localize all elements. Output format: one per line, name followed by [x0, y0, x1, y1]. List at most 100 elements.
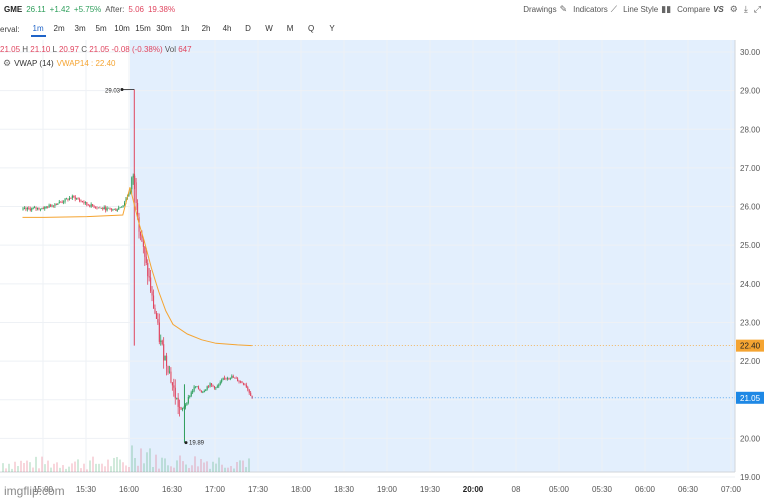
candle-body	[48, 204, 50, 208]
candle-body	[218, 384, 220, 387]
volume-bar	[215, 463, 217, 472]
candle-body	[103, 207, 105, 210]
candle-body	[240, 381, 242, 383]
interval-option-1m[interactable]: 1m	[28, 20, 49, 38]
interval-label: erval:	[0, 24, 20, 34]
candle-body	[164, 355, 166, 361]
candle-body	[42, 207, 44, 209]
line-style-button[interactable]: Line Style ▮▮	[623, 4, 671, 15]
volume-bar	[38, 468, 40, 472]
volume-bar	[155, 454, 157, 472]
settings-icon[interactable]: ⚙	[729, 3, 738, 14]
fullscreen-icon[interactable]: ⤢	[753, 3, 761, 14]
interval-option-q[interactable]: Q	[307, 24, 315, 33]
price-chart[interactable]: 19.0020.0021.0022.0023.0024.0025.0026.00…	[0, 40, 767, 500]
candle-body	[39, 208, 41, 210]
volume-bar	[71, 463, 73, 472]
interval-option-4h[interactable]: 4h	[222, 24, 232, 33]
candle-body	[196, 386, 198, 388]
candle-body	[34, 207, 36, 209]
ohlc-legend: 21.05 H 21.10 L 20.97 C 21.05 -0.08 (-0.…	[0, 45, 192, 54]
interval-option-10m[interactable]: 10m	[114, 24, 130, 33]
compare-button[interactable]: Compare VS	[677, 5, 724, 14]
volume-bar	[5, 468, 7, 472]
volume-bar	[173, 467, 175, 472]
candle-body	[206, 386, 208, 390]
candle-body	[180, 407, 182, 410]
candle-body	[32, 207, 34, 209]
ohlc-high: 21.10	[30, 45, 51, 54]
interval-option-2m[interactable]: 2m	[53, 24, 65, 33]
candle-body	[215, 387, 217, 389]
candle-body	[242, 382, 244, 385]
indicator-name: VWAP (14)	[14, 59, 54, 68]
interval-option-5m[interactable]: 5m	[95, 24, 107, 33]
candle-body	[155, 313, 157, 319]
x-tick-label: 17:00	[205, 485, 226, 494]
volume-bar	[125, 465, 127, 472]
indicators-button[interactable]: Indicators ⟋	[573, 4, 617, 15]
chart-toolbar: Drawings ✎ Indicators ⟋ Line Style ▮▮ Co…	[523, 0, 761, 18]
drawings-button[interactable]: Drawings ✎	[523, 4, 567, 15]
ohlc-vol: 647	[178, 45, 192, 54]
interval-option-d[interactable]: D	[245, 24, 251, 33]
y-tick-label: 24.00	[740, 280, 761, 289]
volume-bar	[203, 462, 205, 472]
x-tick-label: 17:30	[248, 485, 269, 494]
candle-body	[167, 365, 169, 373]
candle-body	[189, 395, 191, 398]
interval-option-3m[interactable]: 3m	[74, 24, 86, 33]
candle-body	[219, 381, 221, 385]
candle-body	[58, 201, 60, 204]
y-tick-label: 27.00	[740, 164, 761, 173]
candle-body	[112, 209, 114, 210]
candle-body	[26, 207, 28, 210]
interval-option-2h[interactable]: 2h	[201, 24, 211, 33]
candle-body	[151, 291, 153, 296]
download-icon[interactable]: ⤓	[743, 3, 748, 14]
candle-body	[110, 208, 113, 210]
x-tick-label: 19:00	[377, 485, 398, 494]
volume-bar	[167, 465, 169, 472]
candle-body	[225, 377, 227, 379]
indicator-legend: ⚙ VWAP (14) VWAP14 : 22.40	[3, 58, 116, 69]
candle-body	[150, 277, 152, 292]
interval-option-1h[interactable]: 1h	[180, 24, 190, 33]
interval-option-y[interactable]: Y	[329, 24, 335, 33]
volume-bar	[104, 466, 106, 472]
interval-option-30m[interactable]: 30m	[156, 24, 172, 33]
candle-body	[141, 235, 143, 242]
candle-body	[154, 308, 156, 314]
candle-body	[119, 207, 121, 209]
candle-body	[122, 205, 124, 207]
interval-option-w[interactable]: W	[265, 24, 273, 33]
volume-bar	[185, 464, 187, 472]
candle-body	[115, 208, 117, 211]
interval-option-m[interactable]: M	[286, 24, 294, 33]
candle-body	[128, 193, 130, 197]
compare-vs: VS	[713, 4, 724, 14]
candle-body	[170, 371, 172, 383]
vwap-line	[22, 187, 252, 347]
volume-bar	[227, 467, 229, 472]
candle-body	[71, 195, 73, 199]
ohlc-vol-label: Vol	[164, 45, 176, 54]
candle-body	[200, 390, 202, 393]
candle-body	[142, 241, 144, 247]
candle-body	[202, 392, 204, 393]
interval-option-15m[interactable]: 15m	[135, 24, 151, 33]
candle-body	[192, 390, 194, 393]
price-change-pct: +5.75%	[73, 4, 102, 14]
volume-bar	[86, 469, 88, 472]
indicator-value: VWAP14 : 22.40	[56, 59, 116, 68]
volume-bar	[80, 468, 82, 472]
indicator-settings-icon[interactable]: ⚙	[3, 58, 12, 68]
candle-body	[166, 355, 168, 366]
x-tick-label: 18:00	[291, 485, 312, 494]
candle-body	[144, 246, 146, 257]
candle-body	[147, 262, 149, 277]
candle-body	[92, 204, 94, 206]
volume-bar	[188, 467, 190, 472]
candle-body	[106, 207, 108, 211]
candle-body	[54, 204, 56, 207]
